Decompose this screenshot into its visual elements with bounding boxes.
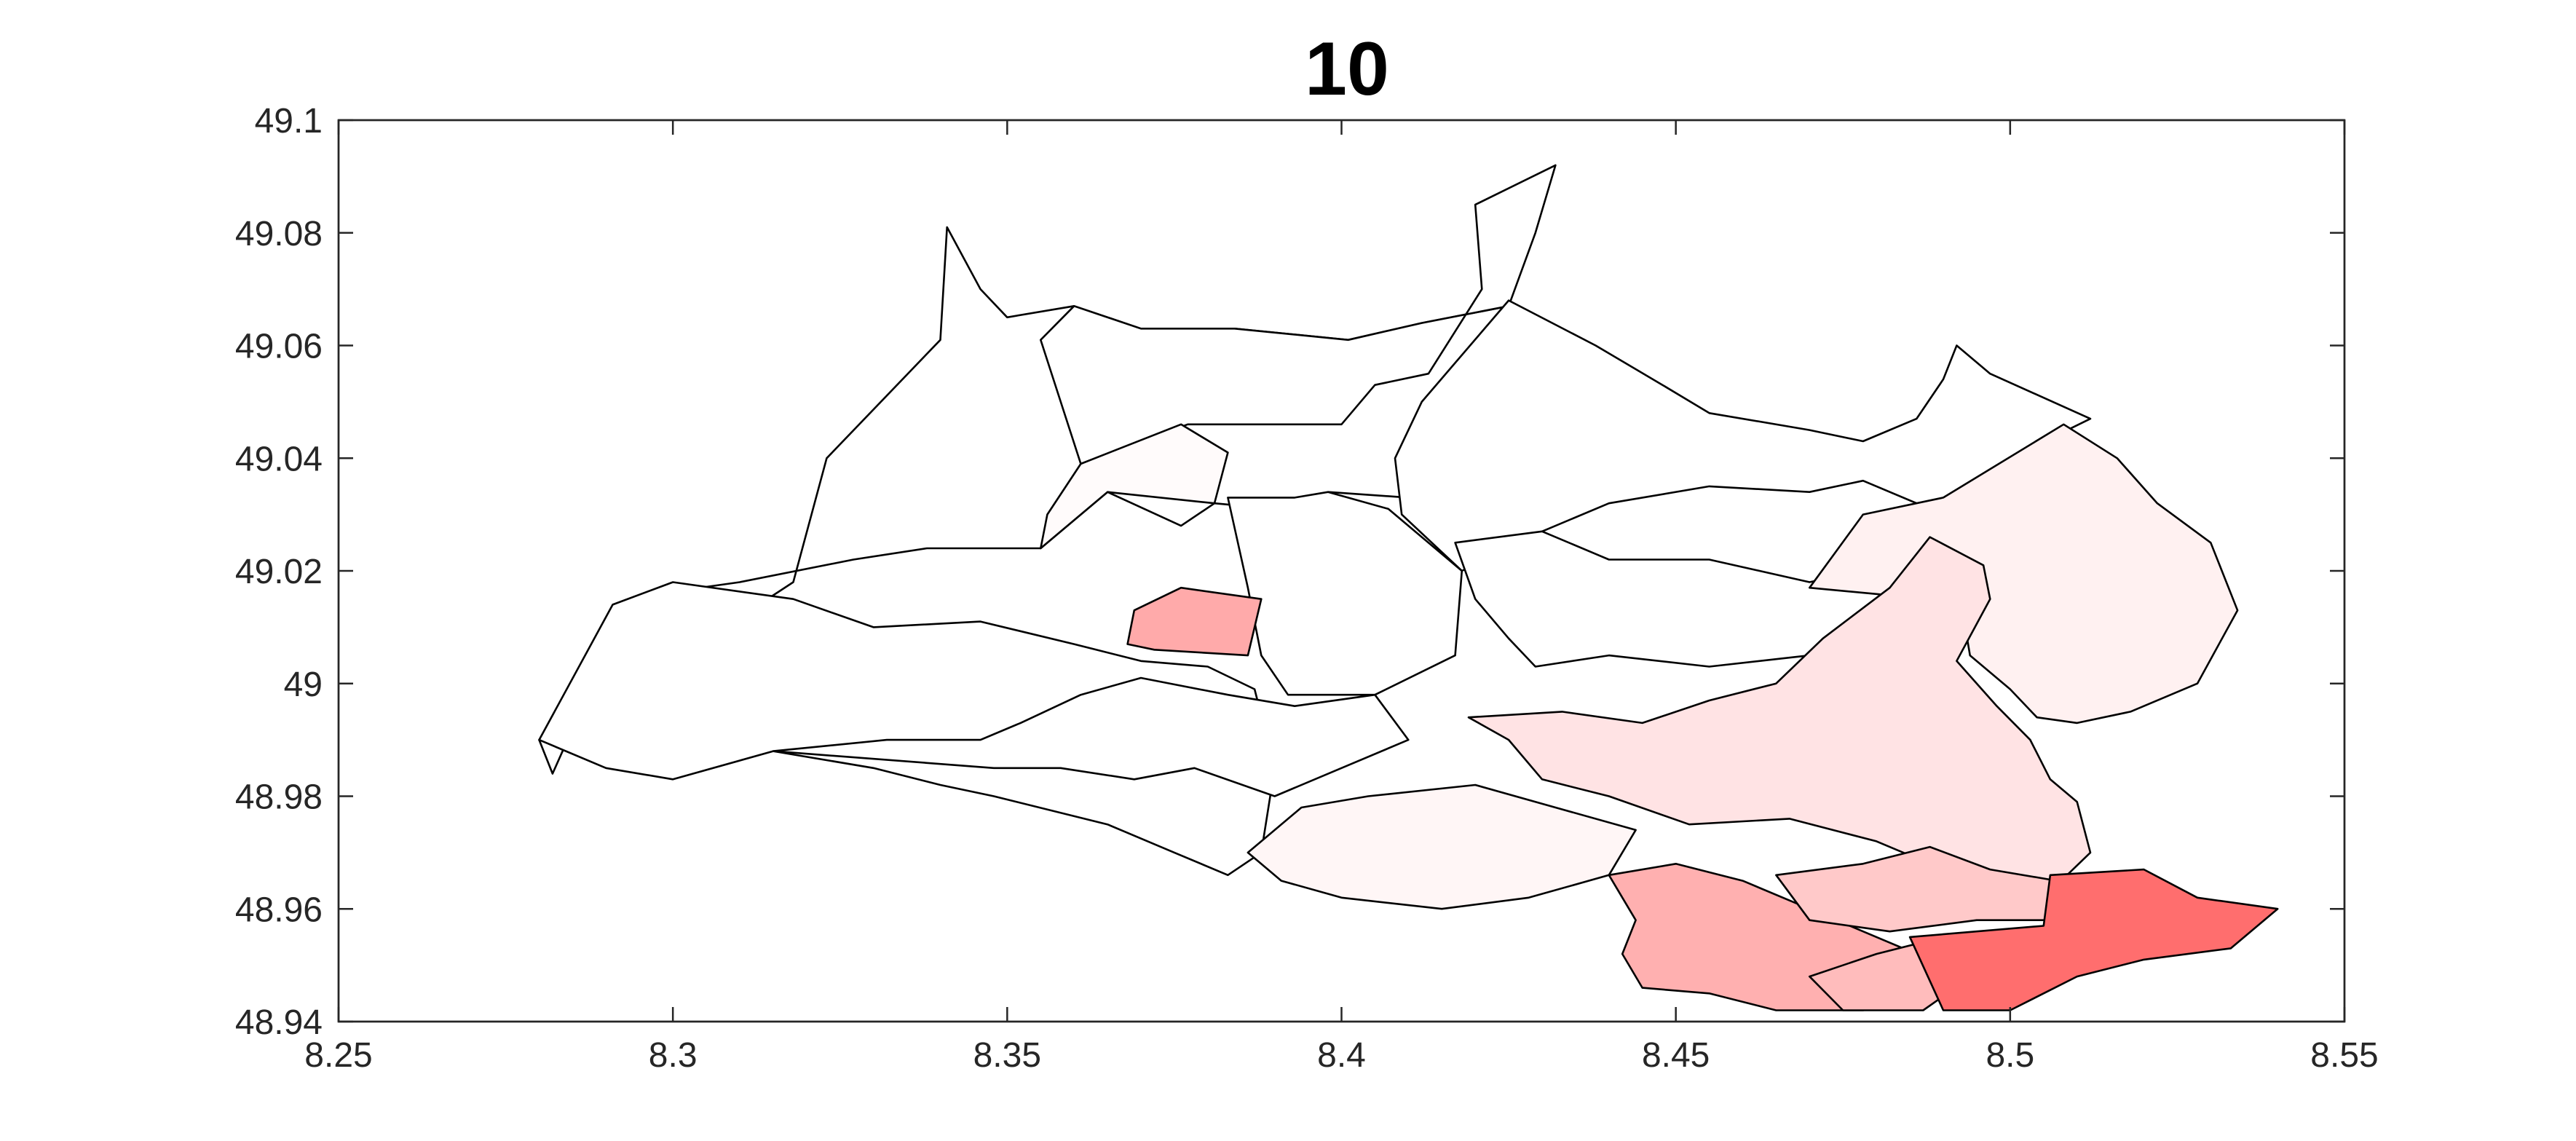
map-regions: [538, 164, 2279, 1011]
y-tick-label-4: 49: [284, 666, 323, 704]
x-tick-label-2: 8.3: [649, 1036, 698, 1075]
y-tick-label-9: 49.1: [255, 102, 323, 141]
x-tick-label-4: 8.4: [1317, 1036, 1366, 1075]
map-region-9: [1467, 536, 2092, 899]
map-region-16: [772, 676, 1410, 797]
x-axis: 8.25 8.3 8.35 8.4 8.45 8.5 8.55: [304, 120, 2379, 1075]
y-tick-label-6: 49.04: [235, 440, 323, 478]
map-region-5: [1040, 423, 1229, 550]
y-tick-label-2: 48.96: [235, 891, 323, 929]
axes-border: [337, 119, 2346, 1023]
map-region-15: [1908, 868, 2279, 1011]
y-tick-label-5: 49.02: [235, 553, 323, 591]
x-tick-label-3: 8.35: [973, 1036, 1041, 1075]
map-region-6: [1227, 491, 1463, 696]
x-tick-label-7: 8.55: [2310, 1036, 2378, 1075]
chart-title: 10: [1305, 27, 1389, 111]
x-tick-label-6: 8.5: [1986, 1036, 2034, 1075]
y-tick-label-7: 49.06: [235, 328, 323, 366]
map-region-4: [538, 581, 1276, 877]
map-region-2: [1040, 164, 1557, 465]
y-tick-label-1: 48.94: [235, 1003, 323, 1042]
x-tick-label-1: 8.25: [304, 1036, 372, 1075]
map-region-11: [1126, 586, 1263, 657]
map-region-10: [1246, 783, 1637, 910]
y-tick-label-8: 49.08: [235, 215, 323, 253]
y-axis: 48.94 48.96 48.98 49 49.02 49.04 49.06 49.08 49.…: [235, 102, 2344, 1042]
x-tick-label-5: 8.45: [1642, 1036, 1710, 1075]
y-tick-label-3: 48.98: [235, 778, 323, 817]
